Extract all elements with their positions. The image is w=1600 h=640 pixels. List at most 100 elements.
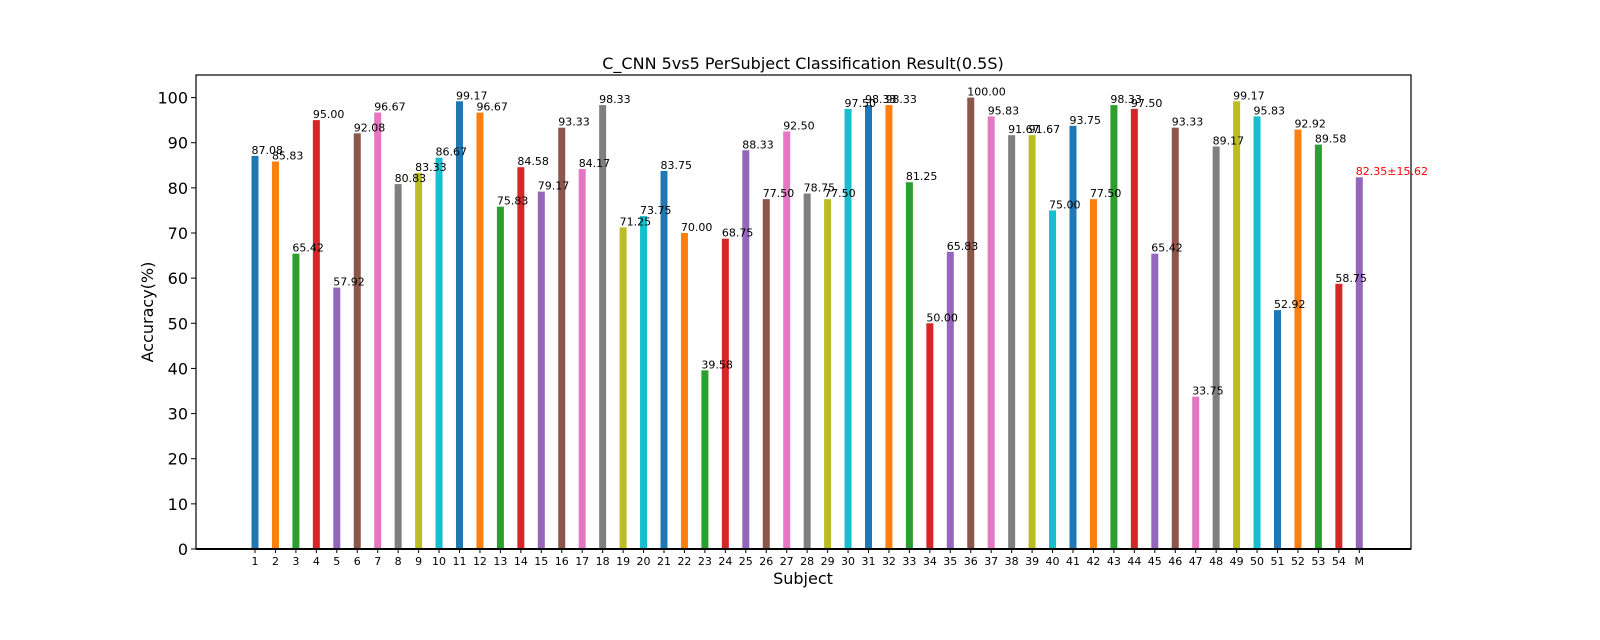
x-tick-label: 44 bbox=[1127, 555, 1141, 568]
bar bbox=[292, 253, 300, 550]
bar-data-label: 98.33 bbox=[885, 93, 917, 106]
bar bbox=[333, 287, 341, 549]
bar bbox=[1233, 101, 1241, 549]
x-tick-label: 11 bbox=[453, 555, 467, 568]
x-tick-label: 6 bbox=[354, 555, 361, 568]
bar bbox=[1274, 310, 1281, 549]
bar bbox=[476, 112, 484, 549]
x-tick-label: 40 bbox=[1046, 555, 1060, 568]
bar-data-label: 70.00 bbox=[681, 221, 713, 234]
x-tick-label: 10 bbox=[432, 555, 446, 568]
bar bbox=[803, 193, 811, 549]
x-tick-label: 39 bbox=[1025, 555, 1039, 568]
bar-data-label: 73.75 bbox=[640, 204, 672, 217]
x-tick-label: 52 bbox=[1291, 555, 1305, 568]
bar-data-label: 84.58 bbox=[517, 155, 549, 168]
bar-data-label: 92.92 bbox=[1294, 118, 1326, 131]
bar bbox=[1130, 108, 1138, 549]
bar-data-label: 65.42 bbox=[1151, 242, 1183, 255]
bar bbox=[640, 216, 648, 550]
x-tick-label: 33 bbox=[902, 555, 916, 568]
bar-data-label: 75.00 bbox=[1049, 198, 1081, 211]
bar bbox=[1355, 177, 1363, 549]
x-tick-label: 35 bbox=[943, 555, 957, 568]
bar-data-label: 87.08 bbox=[252, 144, 284, 157]
y-tick-label: 70 bbox=[168, 224, 188, 243]
x-tick-label: 1 bbox=[252, 555, 259, 568]
bar bbox=[599, 105, 607, 549]
bar bbox=[496, 206, 504, 550]
bar bbox=[1212, 146, 1220, 550]
bar bbox=[353, 133, 361, 549]
y-axis-label: Accuracy(%) bbox=[138, 262, 157, 363]
x-tick-label: 23 bbox=[698, 555, 712, 568]
x-tick-label: 43 bbox=[1107, 555, 1121, 568]
bar bbox=[885, 105, 893, 549]
bar bbox=[456, 101, 463, 549]
x-tick-label: 30 bbox=[841, 555, 855, 568]
bar-data-label: 98.33 bbox=[1110, 93, 1142, 106]
bar bbox=[680, 233, 688, 549]
bar-data-label: 89.58 bbox=[1315, 133, 1347, 146]
y-tick-label: 90 bbox=[168, 134, 188, 153]
bar-data-label: 84.17 bbox=[579, 157, 611, 170]
bar bbox=[1008, 135, 1016, 550]
x-tick-label: 20 bbox=[637, 555, 651, 568]
bar-data-label: 98.33 bbox=[599, 93, 631, 106]
x-tick-label: 17 bbox=[575, 555, 589, 568]
x-tick-label: 9 bbox=[415, 555, 422, 568]
bar-data-label: 88.33 bbox=[742, 138, 774, 151]
bar bbox=[1028, 135, 1036, 550]
x-tick-label: 5 bbox=[333, 555, 340, 568]
x-tick-label: 8 bbox=[395, 555, 402, 568]
bar bbox=[967, 97, 975, 550]
bar-data-label: 98.33 bbox=[865, 93, 897, 106]
bar bbox=[905, 182, 913, 549]
y-axis-ticks: 0 10 20 30 40 50 60 70 80 90 100 bbox=[157, 89, 196, 559]
x-tick-label: 49 bbox=[1230, 555, 1244, 568]
bar-data-label: 58.75 bbox=[1335, 272, 1367, 285]
bar bbox=[701, 370, 709, 549]
bar-data-label: 71.25 bbox=[620, 215, 652, 228]
x-tick-label: 41 bbox=[1066, 555, 1080, 568]
bar bbox=[946, 251, 954, 549]
bar-data-label: 65.42 bbox=[292, 242, 324, 255]
x-tick-label: 3 bbox=[292, 555, 299, 568]
x-tick-label: 48 bbox=[1209, 555, 1223, 568]
bar bbox=[926, 323, 934, 549]
x-tick-label: 34 bbox=[923, 555, 937, 568]
bar-data-label: 83.75 bbox=[661, 159, 693, 172]
bar bbox=[415, 172, 423, 549]
bar bbox=[558, 127, 566, 550]
bar bbox=[1192, 396, 1200, 549]
bar bbox=[1253, 116, 1261, 550]
x-axis-ticks: 1 2 3 4 5 6 7 8 9 10 11 12 13 14 15 16 17 18 19 20 21 22 23 24 2… bbox=[252, 549, 1364, 568]
bar bbox=[742, 150, 750, 549]
bar-data-label: 50.00 bbox=[926, 311, 958, 324]
x-tick-label: 14 bbox=[514, 555, 528, 568]
bar bbox=[865, 105, 872, 549]
bar bbox=[251, 155, 259, 549]
bar bbox=[762, 199, 770, 549]
x-tick-label: 27 bbox=[780, 555, 794, 568]
x-tick-label: 47 bbox=[1189, 555, 1203, 568]
bar-data-label: 65.83 bbox=[947, 240, 979, 253]
bar-data-label: 33.75 bbox=[1192, 385, 1224, 398]
bar bbox=[374, 112, 382, 549]
bar-data-label: 92.08 bbox=[354, 121, 386, 134]
bar-data-label: 93.33 bbox=[1172, 116, 1204, 129]
bar-data-label: 96.67 bbox=[476, 101, 508, 114]
bar-data-label: 78.75 bbox=[804, 182, 836, 195]
x-tick-label: 38 bbox=[1005, 555, 1019, 568]
bar bbox=[1049, 210, 1057, 549]
bar bbox=[1171, 127, 1179, 550]
bar bbox=[1069, 125, 1077, 550]
x-tick-label: 32 bbox=[882, 555, 896, 568]
bar-data-label: 77.50 bbox=[1090, 187, 1122, 200]
x-tick-label: 13 bbox=[493, 555, 507, 568]
x-tick-label: 31 bbox=[862, 555, 876, 568]
x-tick-label: 53 bbox=[1311, 555, 1325, 568]
bar-data-label: 77.50 bbox=[763, 187, 795, 200]
bars bbox=[251, 97, 1363, 550]
bar bbox=[619, 227, 627, 549]
